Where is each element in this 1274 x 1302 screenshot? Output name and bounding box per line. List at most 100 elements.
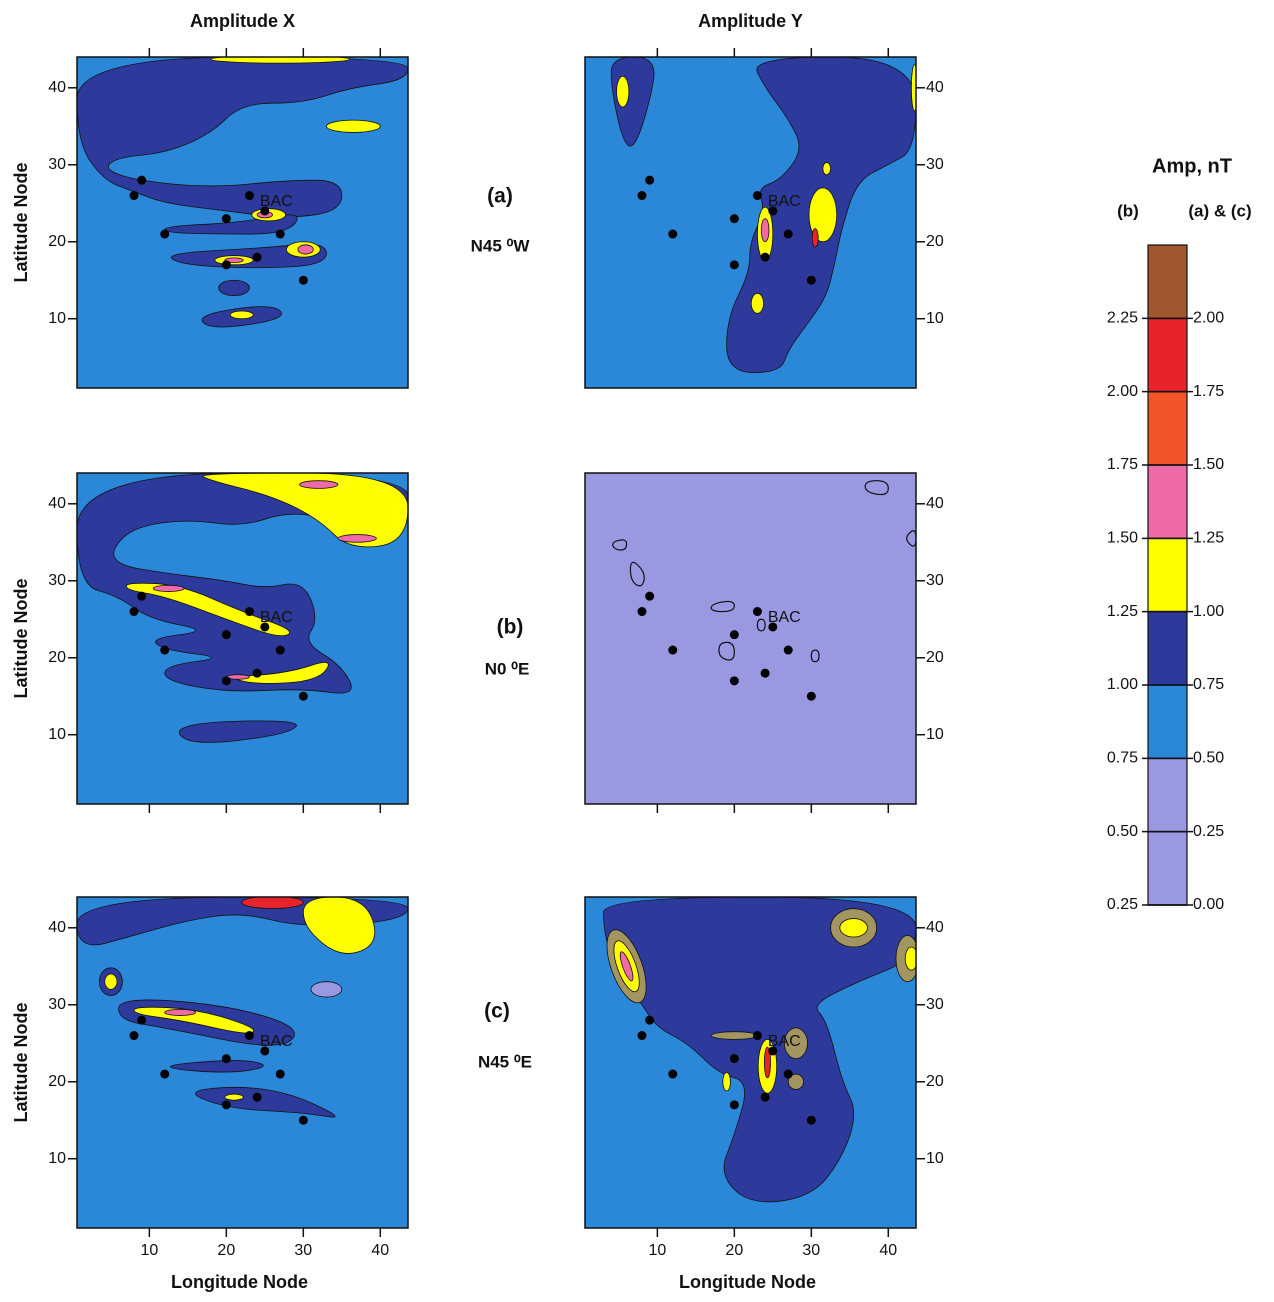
column-title: Amplitude Y <box>698 11 803 31</box>
contour-region <box>178 720 297 743</box>
contour-map <box>77 897 408 1228</box>
contour-map <box>77 473 408 804</box>
station <box>760 668 770 678</box>
y-tick-label: 10 <box>48 726 66 743</box>
contour-region <box>210 57 350 64</box>
contour-region <box>236 661 329 684</box>
colorbar-tick-label: 2.25 <box>1107 310 1138 327</box>
colorbar-band <box>1148 391 1187 465</box>
station <box>275 229 285 239</box>
column-title: Amplitude X <box>190 11 295 31</box>
contour-region <box>224 1093 244 1101</box>
contour-region <box>629 561 645 587</box>
station <box>729 260 739 270</box>
station <box>752 1031 762 1041</box>
row-label: (a) <box>487 185 513 208</box>
plot-background <box>585 473 916 804</box>
station <box>783 1069 793 1079</box>
contour-region <box>787 1073 805 1090</box>
station <box>221 630 231 640</box>
colorbar-band <box>1148 758 1187 832</box>
station <box>729 630 739 640</box>
station <box>645 591 655 601</box>
station <box>645 1015 655 1025</box>
colorbar-scale-label: (a) & (c) <box>1188 201 1251 220</box>
contour-region <box>756 618 766 632</box>
row-direction: N45 ⁰W <box>471 236 531 255</box>
station <box>298 275 308 285</box>
station <box>768 1046 778 1056</box>
y-tick-label: 30 <box>48 156 66 173</box>
y-tick-label: 30 <box>48 572 66 589</box>
contour-region <box>763 1046 771 1079</box>
station <box>298 691 308 701</box>
contour-region <box>297 244 314 255</box>
plot-frame <box>584 896 917 1229</box>
contour-region <box>750 292 764 314</box>
station <box>806 1115 816 1125</box>
contour-region <box>170 1060 264 1073</box>
station <box>137 1015 147 1025</box>
plot-frame <box>76 472 409 805</box>
y-tick-label: 20 <box>48 649 66 666</box>
contour-region <box>337 534 377 543</box>
colorbar-band <box>1148 611 1187 685</box>
contour-region <box>906 530 916 547</box>
colorbar-tick-label: 0.75 <box>1193 676 1224 693</box>
station <box>160 1069 170 1079</box>
contour-region <box>839 918 868 938</box>
y-tick-label: 30 <box>48 996 66 1013</box>
contour-region <box>810 649 820 663</box>
contour-region <box>612 539 628 551</box>
station <box>806 691 816 701</box>
station <box>221 1100 231 1110</box>
colorbar-tick-label: 0.50 <box>1107 823 1138 840</box>
contour-region <box>619 951 634 982</box>
contour-region <box>864 480 889 496</box>
contour-region <box>133 1006 255 1034</box>
colorbar-band <box>1148 245 1187 319</box>
station <box>221 214 231 224</box>
x-tick-label: 30 <box>294 1242 312 1259</box>
station <box>637 1031 647 1041</box>
colorbar-band <box>1148 685 1187 759</box>
y-tick-label: 30 <box>926 156 944 173</box>
station-annotation: BAC <box>768 609 801 626</box>
y-axis-label: Latitude Node <box>11 579 31 699</box>
station <box>221 260 231 270</box>
colorbar-tick-label: 0.75 <box>1107 750 1138 767</box>
station <box>275 1069 285 1079</box>
contour-region <box>326 119 381 133</box>
y-axis-label: Latitude Node <box>11 163 31 283</box>
station <box>137 175 147 185</box>
colorbar-title: Amp, nT <box>1152 155 1232 177</box>
plot-frame <box>584 56 917 389</box>
y-tick-label: 30 <box>926 572 944 589</box>
station <box>275 645 285 655</box>
x-tick-label: 20 <box>217 1242 235 1259</box>
colorbar-tick-label: 1.75 <box>1107 456 1138 473</box>
colorbar-tick-label: 0.50 <box>1193 750 1224 767</box>
contour-region <box>722 1072 731 1092</box>
station <box>637 191 647 201</box>
colorbar-tick-label: 0.25 <box>1193 823 1224 840</box>
y-tick-label: 40 <box>48 495 66 512</box>
station <box>668 229 678 239</box>
station <box>768 206 778 216</box>
contour-region <box>910 64 916 112</box>
colorbar-tick-label: 1.25 <box>1193 530 1224 547</box>
contour-region <box>241 897 304 909</box>
station <box>783 645 793 655</box>
row-label: (c) <box>484 1000 510 1023</box>
contour-map <box>585 57 916 388</box>
station <box>221 676 231 686</box>
y-tick-label: 40 <box>48 919 66 936</box>
contour-region <box>904 946 916 971</box>
colorbar-tick-label: 1.25 <box>1107 603 1138 620</box>
station <box>729 1100 739 1110</box>
y-tick-label: 40 <box>926 79 944 96</box>
y-tick-label: 40 <box>48 79 66 96</box>
station <box>252 252 262 262</box>
station <box>752 191 762 201</box>
